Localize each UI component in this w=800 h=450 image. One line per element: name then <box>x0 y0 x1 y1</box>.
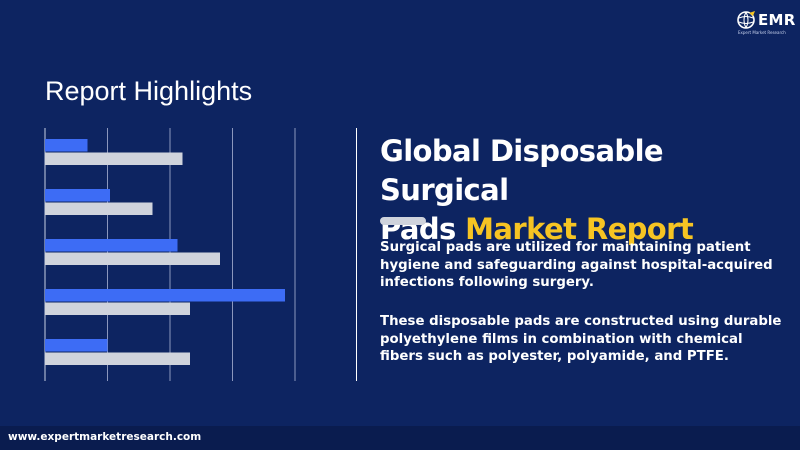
description-paragraph-1: Surgical pads are utilized for maintaini… <box>380 240 773 290</box>
globe-icon <box>737 11 755 29</box>
vertical-divider <box>356 128 357 381</box>
chart-bar-series-1-row-2 <box>45 189 110 202</box>
footer-website-link[interactable]: www.expertmarketresearch.com <box>8 431 202 443</box>
report-headline: Global Disposable Surgical Pads Market R… <box>380 132 790 249</box>
footer-bar: www.expertmarketresearch.com <box>0 426 800 450</box>
headline-line-main: Global Disposable Surgical <box>380 134 664 207</box>
description-paragraph-2: These disposable pads are constructed us… <box>380 314 782 364</box>
logo-text: EMR <box>758 11 796 29</box>
chart-bar-series-2-row-3 <box>45 252 220 265</box>
section-title: Report Highlights <box>45 76 253 106</box>
emr-logo: EMR Expert Market Research <box>736 10 796 38</box>
logo-tagline: Expert Market Research <box>738 30 786 35</box>
headline-underline-pill <box>380 217 426 225</box>
chart-bar-series-2-row-4 <box>45 302 190 315</box>
chart-bar-series-1-row-1 <box>45 139 88 152</box>
chart-bar-series-2-row-2 <box>45 202 153 215</box>
headline-accent: Market Report <box>465 212 694 246</box>
chart-bar-series-1-row-4 <box>45 289 285 302</box>
chart-bar-series-2-row-5 <box>45 352 190 365</box>
chart-bar-series-2-row-1 <box>45 152 183 165</box>
highlights-bar-chart <box>44 128 296 381</box>
chart-bar-series-1-row-5 <box>45 339 108 352</box>
chart-bar-series-1-row-3 <box>45 239 178 252</box>
